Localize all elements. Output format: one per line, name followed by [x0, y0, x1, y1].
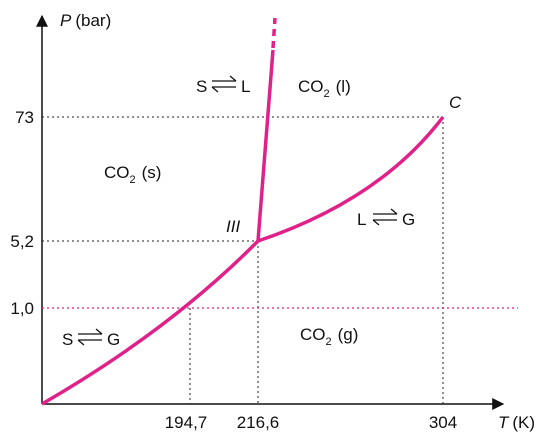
x-axis-title: T (K): [498, 413, 535, 432]
equilibrium-arrows-icon: [77, 328, 103, 346]
equilibrium-arrows-icon: [372, 208, 398, 226]
equilibrium-arrows-icon: [211, 75, 237, 93]
y-tick-73: 73: [15, 108, 34, 127]
solid-state: (s): [142, 163, 162, 182]
y-axis-symbol: P: [60, 11, 72, 30]
liquid-subscript: 2: [324, 88, 330, 100]
critical-point-label: C: [449, 93, 462, 112]
x-tick-194-7: 194,7: [165, 413, 208, 432]
x-axis-unit: (K): [512, 413, 535, 432]
solid-subscript: 2: [130, 174, 136, 186]
gas-region-label: CO2 (g): [300, 325, 358, 348]
sg-right-label: G: [107, 330, 120, 349]
gas-subscript: 2: [326, 336, 332, 348]
gas-state: (g): [338, 325, 359, 344]
gas-co: CO: [300, 325, 326, 344]
sl-left-label: S: [196, 77, 207, 96]
x-axis-symbol: T: [498, 413, 510, 432]
y-axis-title: P (bar): [60, 11, 111, 30]
sg-left-label: S: [62, 330, 73, 349]
solid-region-label: CO2 (s): [104, 163, 161, 186]
lg-left-label: L: [357, 210, 366, 229]
sublimation-curve: [41, 239, 260, 406]
fusion-curve-extension: [271, 17, 277, 49]
y-tick-1-0: 1,0: [10, 299, 34, 318]
vaporization-curve: [257, 115, 445, 243]
y-tick-5-2: 5,2: [10, 232, 34, 251]
liquid-co: CO: [298, 77, 324, 96]
x-tick-216-6: 216,6: [237, 413, 280, 432]
liquid-state: (l): [336, 77, 351, 96]
fusion-curve: [256, 49, 275, 242]
y-axis-unit: (bar): [75, 11, 111, 30]
solid-liquid-equilibrium: S L: [196, 75, 250, 96]
x-tick-304: 304: [429, 413, 457, 432]
liquid-gas-equilibrium: L G: [357, 208, 415, 229]
lg-right-label: G: [402, 210, 415, 229]
sl-right-label: L: [241, 77, 250, 96]
solid-gas-equilibrium: S G: [62, 328, 120, 349]
triple-point-label: III: [226, 217, 240, 236]
liquid-region-label: CO2 (l): [298, 77, 351, 100]
solid-co: CO: [104, 163, 130, 182]
